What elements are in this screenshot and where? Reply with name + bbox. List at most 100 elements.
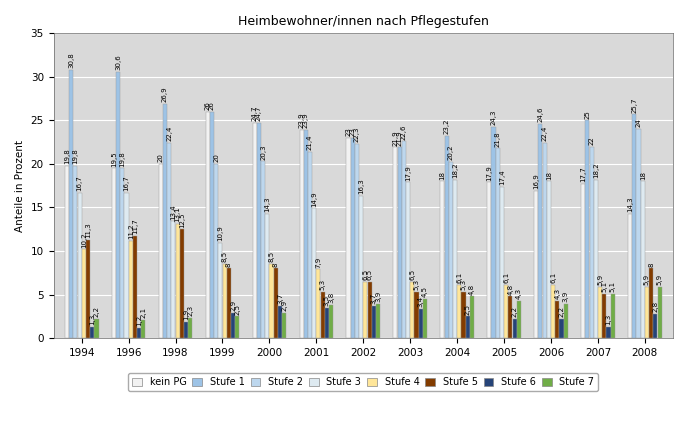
Bar [649, 268, 653, 338]
Text: 18,2: 18,2 [593, 162, 599, 178]
Bar [513, 319, 517, 338]
Text: 26,9: 26,9 [162, 86, 168, 102]
Text: 5,3: 5,3 [413, 279, 420, 290]
Bar [125, 193, 129, 338]
Bar [551, 285, 555, 338]
Text: 11,7: 11,7 [132, 219, 138, 235]
Text: 24,7: 24,7 [252, 106, 257, 121]
Bar [547, 181, 551, 338]
Text: 23: 23 [345, 127, 352, 136]
Text: 24,6: 24,6 [537, 107, 544, 122]
Text: 4,5: 4,5 [422, 286, 428, 297]
Bar [628, 214, 632, 338]
Bar [252, 123, 257, 338]
Bar [210, 112, 214, 338]
Text: 22,4: 22,4 [541, 126, 548, 141]
Text: 4,3: 4,3 [516, 288, 522, 299]
Text: 2,3: 2,3 [187, 305, 193, 316]
Text: 3,9: 3,9 [563, 291, 569, 303]
Bar [222, 264, 226, 338]
Bar [423, 299, 427, 338]
Text: 5,3: 5,3 [320, 279, 325, 290]
Bar [133, 236, 137, 338]
Bar [555, 301, 559, 338]
Text: 21,8: 21,8 [495, 131, 501, 146]
Text: 5,9: 5,9 [597, 274, 603, 285]
Text: 17,4: 17,4 [499, 169, 505, 185]
Bar [351, 138, 355, 338]
Text: 24,3: 24,3 [491, 109, 497, 125]
Text: 10,2: 10,2 [80, 232, 87, 247]
Text: 13,4: 13,4 [171, 204, 176, 220]
Text: 17,9: 17,9 [405, 165, 411, 181]
Bar [282, 313, 286, 338]
Bar [504, 285, 508, 338]
Bar [184, 321, 188, 338]
Bar [270, 264, 274, 338]
Text: 2,2: 2,2 [512, 306, 517, 317]
Bar [180, 229, 184, 338]
Bar [376, 304, 380, 338]
Bar [470, 296, 474, 338]
Text: 6,1: 6,1 [456, 272, 462, 283]
Text: 3,5: 3,5 [324, 295, 330, 306]
Bar [312, 208, 316, 338]
Text: 22,6: 22,6 [401, 124, 407, 140]
Bar [598, 287, 602, 338]
Bar [299, 130, 303, 338]
Text: 4,3: 4,3 [555, 288, 560, 299]
Text: 11,2: 11,2 [128, 223, 133, 239]
Text: 12,5: 12,5 [179, 212, 185, 228]
Bar [227, 268, 231, 338]
Bar [539, 124, 542, 338]
Text: 23,9: 23,9 [299, 113, 305, 128]
Text: 3,9: 3,9 [375, 291, 381, 303]
Text: 22,3: 22,3 [354, 127, 360, 142]
Bar [163, 104, 167, 338]
Bar [159, 164, 163, 338]
Bar [189, 318, 193, 338]
Text: 20: 20 [213, 153, 219, 162]
Bar [641, 181, 645, 338]
Bar [316, 269, 321, 338]
Text: 21,9: 21,9 [392, 130, 398, 146]
Bar [308, 152, 312, 338]
Text: 23,2: 23,2 [444, 119, 449, 134]
Bar [466, 316, 470, 338]
Text: 17,7: 17,7 [580, 166, 586, 182]
Bar [594, 180, 598, 338]
Text: 8: 8 [648, 262, 654, 267]
Bar [458, 285, 461, 338]
Bar [500, 187, 504, 338]
Bar [303, 130, 308, 338]
Bar [65, 166, 69, 338]
Text: 26: 26 [205, 101, 211, 110]
Text: 5,9: 5,9 [644, 274, 650, 285]
Bar [419, 309, 423, 338]
Bar [257, 123, 261, 338]
Bar [206, 112, 210, 338]
Bar [235, 316, 239, 338]
Text: 16,7: 16,7 [76, 175, 83, 191]
Text: 5,9: 5,9 [656, 274, 663, 285]
Bar [266, 214, 269, 338]
Bar [120, 168, 125, 338]
Bar [654, 314, 658, 338]
Bar [611, 294, 615, 338]
Text: 1,3: 1,3 [89, 314, 95, 325]
Bar [214, 164, 218, 338]
Bar [167, 143, 171, 338]
Title: Heimbewohner/innen nach Pflegestufen: Heimbewohner/innen nach Pflegestufen [238, 15, 488, 28]
Bar [325, 308, 329, 338]
Text: 2,9: 2,9 [281, 300, 287, 311]
Text: 5,1: 5,1 [610, 281, 616, 292]
Text: 6,1: 6,1 [503, 272, 509, 283]
Text: 18,2: 18,2 [452, 162, 458, 178]
Y-axis label: Anteile in Prozent: Anteile in Prozent [15, 140, 25, 232]
Bar [74, 166, 77, 338]
Text: 24,7: 24,7 [256, 106, 262, 121]
Bar [141, 320, 145, 338]
Text: 25,7: 25,7 [632, 97, 637, 113]
Text: 20: 20 [158, 153, 164, 162]
Bar [449, 162, 453, 338]
